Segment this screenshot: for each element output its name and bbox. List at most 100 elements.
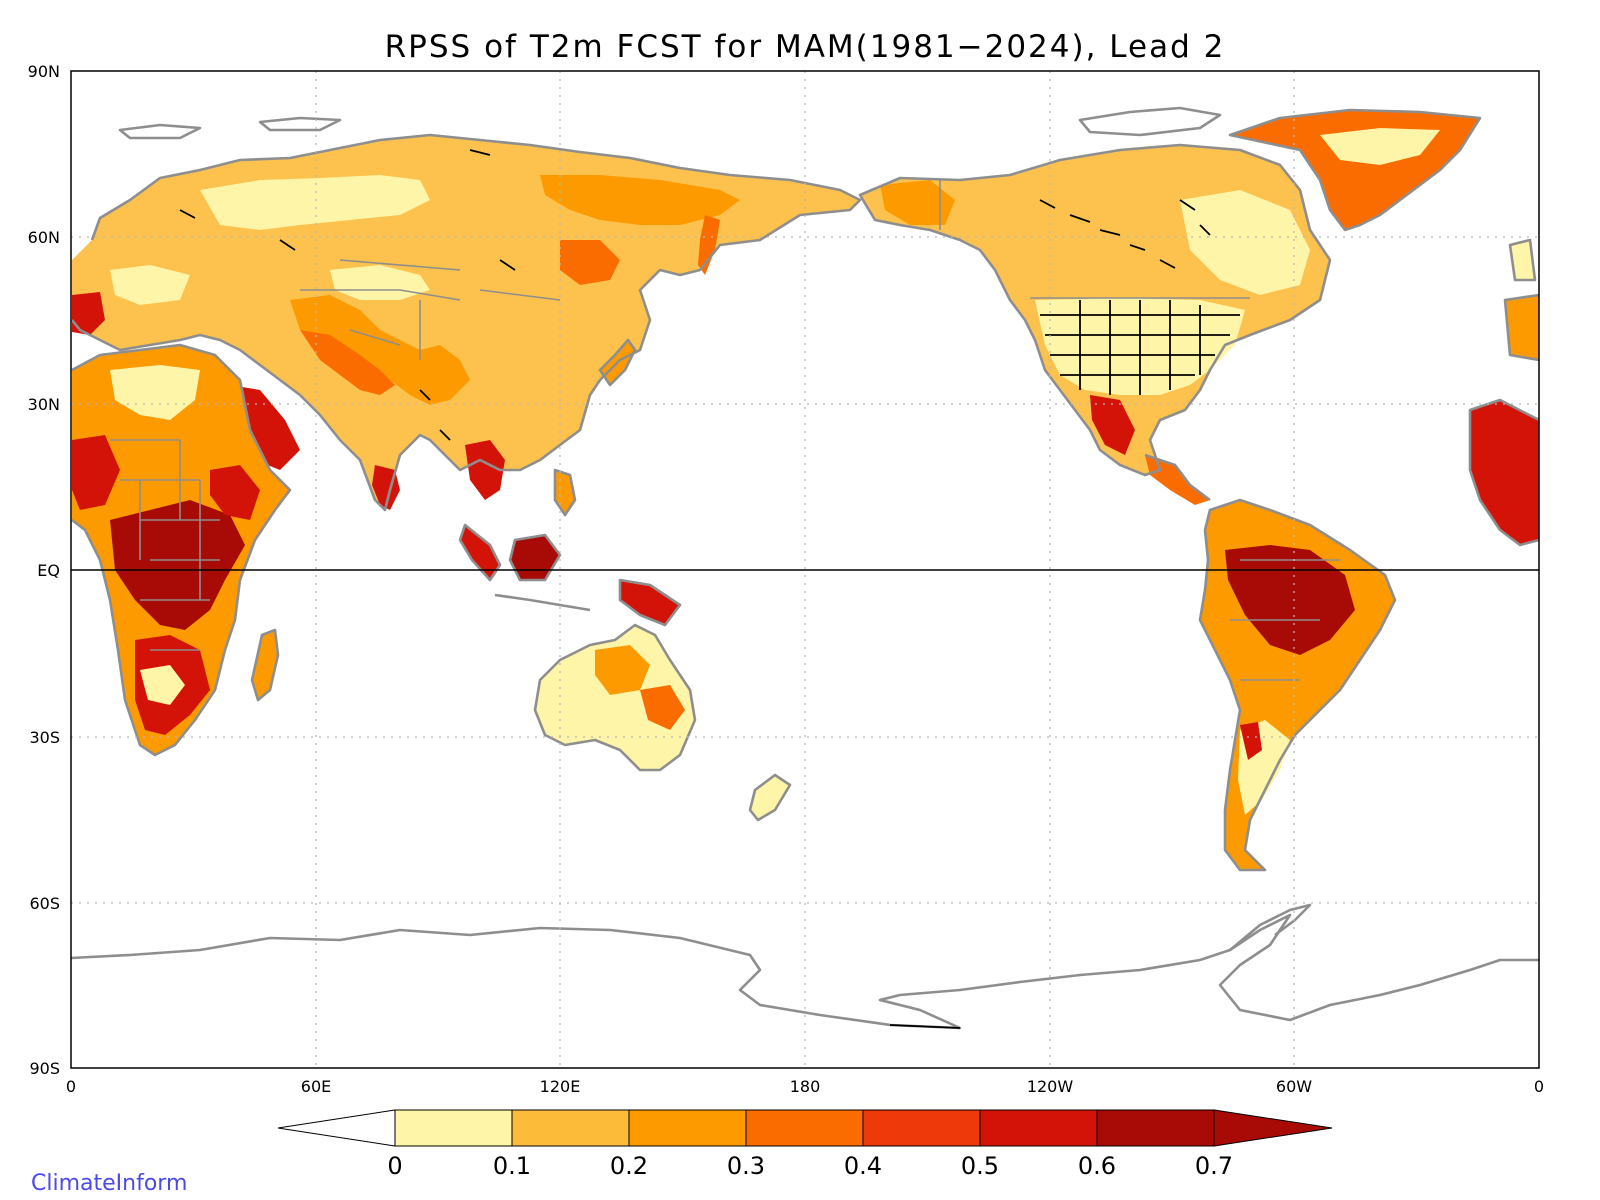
colorbar-low-arrow: [277, 1109, 396, 1147]
coast-antarctica: [71, 913, 1539, 1030]
iberia: [72, 292, 105, 335]
colorbar-label: 0.4: [844, 1152, 882, 1180]
us-states-and-lakes: [179, 149, 1240, 1029]
map-frame: [70, 70, 1540, 1069]
coast-philippines: [553, 468, 577, 517]
africa-pale-south: [140, 665, 185, 705]
coast-arctic-islands-1: [118, 123, 202, 140]
us-state-lines: [1040, 300, 1240, 395]
chart-title: RPSS of T2m FCST for MAM(1981−2024), Lea…: [385, 29, 1226, 65]
colorbar-bin: [745, 1109, 864, 1147]
coast-arctic-islands-3: [1078, 106, 1222, 137]
sumatra: [460, 525, 500, 580]
land-australia: [535, 625, 695, 770]
lat-label: 60N: [28, 228, 60, 247]
coast-west-africa-edge: [1468, 398, 1539, 547]
latitude-axis: 90N 60N 30N EQ 30S 60S 90S: [28, 62, 60, 1078]
border-lines-americas: [939, 180, 1340, 681]
lat-label: 90N: [28, 62, 60, 81]
colorbar-bin: [979, 1109, 1098, 1147]
lon-label: 120W: [1027, 1077, 1074, 1096]
colorbar-label: 0.2: [610, 1152, 648, 1180]
coast-new-zealand: [748, 773, 792, 822]
mexico-hot: [1090, 395, 1135, 455]
indochina-hot: [465, 440, 505, 500]
colorbar-bin: [1096, 1109, 1215, 1147]
coast-central-america: [1144, 453, 1211, 502]
lakes-canada: [1039, 199, 1211, 269]
credit-logo-text: ClimateInform: [31, 1171, 187, 1196]
alaska-hot: [880, 180, 955, 225]
new-guinea: [620, 580, 680, 625]
colorbar-bin: [628, 1109, 747, 1147]
border-lines-africa: [110, 439, 220, 651]
coast-north-america: [858, 143, 1332, 477]
lon-label: 180: [790, 1077, 821, 1096]
lon-label: 60E: [301, 1077, 331, 1096]
colorbar-bin: [862, 1109, 981, 1147]
colorbar-label: 0.7: [1195, 1152, 1233, 1180]
africa-dark-center: [110, 500, 245, 630]
arabia-hot: [230, 385, 300, 470]
coast-java: [494, 593, 591, 612]
colorbar: 0 0.1 0.2 0.3 0.4 0.5 0.6 0.7: [277, 1109, 1333, 1180]
canada-pale: [1180, 190, 1310, 295]
colorbar-label: 0.5: [961, 1152, 999, 1180]
lat-label: EQ: [37, 561, 60, 580]
coast-britain-edge: [1508, 238, 1537, 282]
eurasia-hot-4: [560, 240, 620, 285]
colorbar-label: 0.6: [1078, 1152, 1116, 1180]
eurasia-hot-2: [300, 330, 395, 395]
eurasia-hot-3: [540, 175, 740, 225]
coast-eurasia: [71, 133, 862, 512]
lat-label: 90S: [29, 1059, 60, 1078]
coast-japan: [598, 338, 637, 387]
map-plot-area: [71, 71, 1539, 1068]
colorbar-label: 0.1: [493, 1152, 531, 1180]
coast-africa: [71, 343, 292, 757]
eurasia-pale-3: [110, 265, 190, 305]
longitude-axis: 0 60E 120E 180 120W 60W 0: [66, 1077, 1544, 1096]
colorbar-bin: [511, 1109, 630, 1147]
coast-new-guinea: [618, 578, 682, 627]
coast-sumatra: [458, 523, 502, 582]
colorbar-label: 0.3: [727, 1152, 765, 1180]
country-borders: [110, 180, 1340, 681]
coast-borneo: [508, 533, 562, 582]
coastlines: [71, 106, 1539, 1030]
lon-label: 60W: [1276, 1077, 1312, 1096]
coast-south-america: [1198, 498, 1397, 872]
lon-label: 120E: [540, 1077, 581, 1096]
border-lines-eurasia: [300, 259, 561, 360]
sa-hot-south: [1240, 722, 1262, 760]
colorbar-high-arrow: [1213, 1109, 1333, 1147]
eurasia-pale-1: [200, 175, 430, 230]
greenland-pale: [1320, 128, 1440, 165]
lat-label: 30S: [29, 728, 60, 747]
colorbar-label: 0: [387, 1152, 402, 1180]
australia-hot-1: [595, 645, 650, 695]
borneo: [510, 535, 560, 580]
africa-red-east: [210, 465, 260, 520]
kamchatka: [698, 215, 720, 275]
coast-arctic-islands-2: [258, 116, 342, 132]
lon-label: 0: [1534, 1077, 1544, 1096]
britain-east-edge: [1510, 240, 1535, 280]
lon-label: 0: [66, 1077, 76, 1096]
coast-greenland: [1228, 108, 1482, 232]
colorbar-bin: [394, 1109, 513, 1147]
antarctic-ice-edge: [889, 1024, 961, 1029]
lat-label: 30N: [28, 395, 60, 414]
coast-europe-edge: [1503, 293, 1539, 362]
lakes-eurasia: [179, 149, 516, 441]
iberia-east-edge: [1505, 295, 1539, 360]
eurasia-hot-1: [290, 295, 470, 405]
coast-antarctic-peninsula: [1229, 903, 1312, 951]
australia-hot-2: [640, 685, 685, 730]
amazon-dark: [1225, 545, 1355, 655]
coast-madagascar: [250, 628, 280, 702]
africa-west-hot: [72, 435, 120, 510]
lat-label: 60S: [29, 894, 60, 913]
central-america: [1145, 455, 1210, 505]
